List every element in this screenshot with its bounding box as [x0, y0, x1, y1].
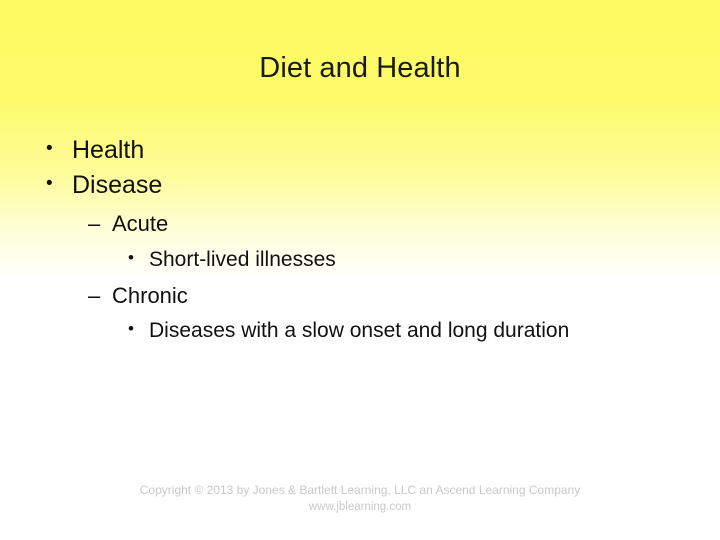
bullet-marker: – — [88, 282, 101, 308]
bullet-text: Short-lived illnesses — [149, 247, 336, 271]
bullet-item-acute: – Acute — [88, 210, 676, 239]
bullet-text: Health — [72, 136, 145, 164]
bullet-text: Chronic — [112, 282, 188, 308]
bullet-marker: – — [88, 211, 101, 236]
bullet-marker: • — [128, 319, 134, 339]
website-url: www.jblearning.com — [308, 500, 412, 513]
slide-title: Diet and Health — [259, 52, 461, 84]
slide-body: • Health • Disease – Acute • Short-lived… — [46, 134, 676, 345]
bullet-text: Diseases with a slow onset and long dura… — [149, 319, 570, 343]
bullet-item-chronic: – Chronic — [88, 282, 676, 311]
bullet-item-health: • Health — [46, 134, 676, 166]
bullet-marker: • — [46, 138, 53, 159]
bullet-item-short-lived-illnesses: • Short-lived illnesses — [128, 246, 676, 273]
bullet-item-chronic-description: • Diseases with a slow onset and long du… — [128, 317, 676, 344]
bullet-text: Disease — [72, 171, 163, 199]
bullet-marker: • — [128, 247, 134, 267]
bullet-text: Acute — [112, 211, 169, 236]
bullet-marker: • — [46, 173, 53, 194]
copyright-notice: Copyright © 2013 by Jones & Bartlett Lea… — [139, 482, 581, 497]
bullet-item-disease: • Disease — [46, 169, 676, 201]
slide-footer: Copyright © 2013 by Jones & Bartlett Lea… — [0, 481, 720, 516]
